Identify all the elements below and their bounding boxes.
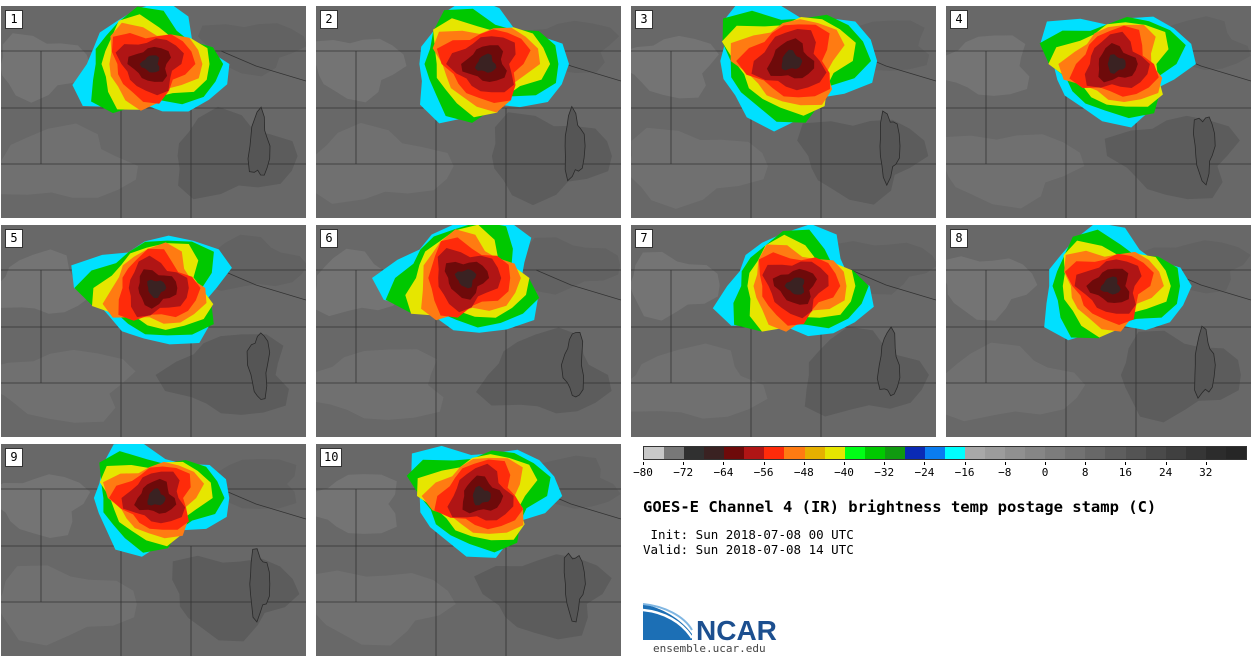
ir-map: [631, 225, 936, 437]
colorbar-swatches: [643, 446, 1247, 460]
logo-url: ensemble.ucar.edu: [653, 642, 766, 655]
panel-number: 7: [635, 229, 653, 248]
tick-mark: [1045, 462, 1046, 465]
tick-label: 8: [1081, 466, 1089, 479]
colorbar-swatch: [684, 447, 705, 459]
tick-label: −48: [793, 466, 814, 479]
tick-label: 24: [1158, 466, 1173, 479]
ir-map: [316, 445, 621, 656]
colorbar-swatch: [884, 447, 905, 459]
ir-map: [316, 6, 621, 218]
tick-label: −32: [874, 466, 895, 479]
panel-number: 4: [950, 10, 968, 29]
ir-map: [631, 6, 936, 218]
panel-number: 3: [635, 10, 653, 29]
panel-number: 8: [950, 229, 968, 248]
panel-number: 5: [5, 229, 23, 248]
ir-map: [946, 225, 1251, 437]
tick-label: −56: [753, 466, 774, 479]
colorbar-swatch: [1045, 447, 1066, 459]
tick-mark: [803, 462, 805, 465]
stamp-panel-3: 3: [631, 6, 936, 218]
tick-label: 32: [1199, 466, 1213, 479]
panel-number: 10: [320, 448, 343, 467]
tick-label: 16: [1118, 466, 1133, 479]
figure-title: GOES-E Channel 4 (IR) brightness temp po…: [643, 498, 1157, 516]
panel-number: 9: [5, 448, 23, 467]
tick-mark: [1125, 462, 1127, 465]
ir-map: [1, 444, 306, 656]
tick-label: −72: [673, 466, 694, 479]
tick-label: 0: [1041, 466, 1049, 479]
tick-label: −80: [633, 466, 653, 479]
colorbar-swatch: [804, 447, 825, 459]
colorbar-swatch: [944, 447, 965, 459]
colorbar-swatch: [824, 447, 845, 459]
colorbar-swatch: [1165, 447, 1186, 459]
colorbar-swatch: [965, 447, 986, 459]
colorbar-swatch: [1025, 447, 1046, 459]
colorbar-swatch: [1005, 447, 1026, 459]
tick-mark: [964, 462, 966, 465]
colorbar-swatch: [744, 447, 765, 459]
ir-map: [1, 6, 306, 218]
tick-mark: [683, 462, 685, 465]
colorbar-swatch: [924, 447, 945, 459]
colorbar: −80 −72 −64 −56 −48 −40 −32 −24 −16 −8 0 8 16 24 32: [633, 446, 1248, 482]
colorbar-ticks: −80 −72 −64 −56 −48 −40 −32 −24 −16 −8 0 8 16 24 32: [633, 462, 1247, 482]
colorbar-swatch: [1185, 447, 1206, 459]
tick-mark: [844, 462, 845, 465]
panel-number: 6: [320, 229, 338, 248]
init-time: Init: Sun 2018-07-08 00 UTC: [643, 527, 854, 542]
svg-text:NCAR: NCAR: [696, 615, 777, 642]
stamp-panel-1: 1: [1, 6, 306, 218]
stamp-panel-9: 9: [1, 444, 306, 656]
colorbar-swatch: [724, 447, 745, 459]
tick-mark: [924, 462, 926, 465]
colorbar-swatch: [1105, 447, 1126, 459]
tick-mark: [1165, 462, 1167, 465]
stamp-panel-6: 6: [316, 225, 621, 437]
tick-mark: [1004, 462, 1006, 465]
colorbar-swatch: [644, 447, 665, 459]
tick-mark: [1205, 462, 1207, 465]
colorbar-swatch: [1125, 447, 1146, 459]
tick-mark: [723, 462, 725, 465]
colorbar-swatch: [1205, 447, 1226, 459]
tick-mark: [1085, 462, 1087, 465]
ir-map: [946, 16, 1251, 218]
colorbar-swatch: [1085, 447, 1106, 459]
colorbar-swatch: [1225, 447, 1246, 459]
colorbar-swatch: [784, 447, 805, 459]
stamp-panel-2: 2: [316, 6, 621, 218]
tick-mark: [763, 462, 765, 465]
ir-map: [1, 234, 306, 437]
tick-label: −16: [954, 466, 975, 479]
colorbar-swatch: [844, 447, 865, 459]
tick-label: −24: [914, 466, 935, 479]
colorbar-swatch: [864, 447, 885, 459]
stamp-panel-4: 4: [946, 6, 1251, 218]
tick-mark: [884, 462, 886, 465]
ir-map: [316, 225, 621, 437]
stamp-panel-7: 7: [631, 225, 936, 437]
colorbar-swatch: [704, 447, 725, 459]
colorbar-swatch: [904, 447, 925, 459]
colorbar-swatch: [985, 447, 1006, 459]
panel-number: 1: [5, 10, 23, 29]
stamp-panel-5: 5: [1, 225, 306, 437]
colorbar-swatch: [1065, 447, 1086, 459]
colorbar-swatch: [1145, 447, 1166, 459]
valid-time: Valid: Sun 2018-07-08 14 UTC: [643, 542, 854, 557]
tick-label: −8: [998, 466, 1012, 479]
tick-label: −64: [713, 466, 734, 479]
ncar-logo: NCAR: [642, 603, 777, 642]
tick-label: −40: [834, 466, 854, 479]
stamp-panel-8: 8: [946, 225, 1251, 437]
colorbar-swatch: [764, 447, 785, 459]
tick-mark: [643, 462, 644, 465]
colorbar-swatch: [664, 447, 685, 459]
panel-number: 2: [320, 10, 338, 29]
stamp-panel-10: 10: [316, 444, 621, 656]
